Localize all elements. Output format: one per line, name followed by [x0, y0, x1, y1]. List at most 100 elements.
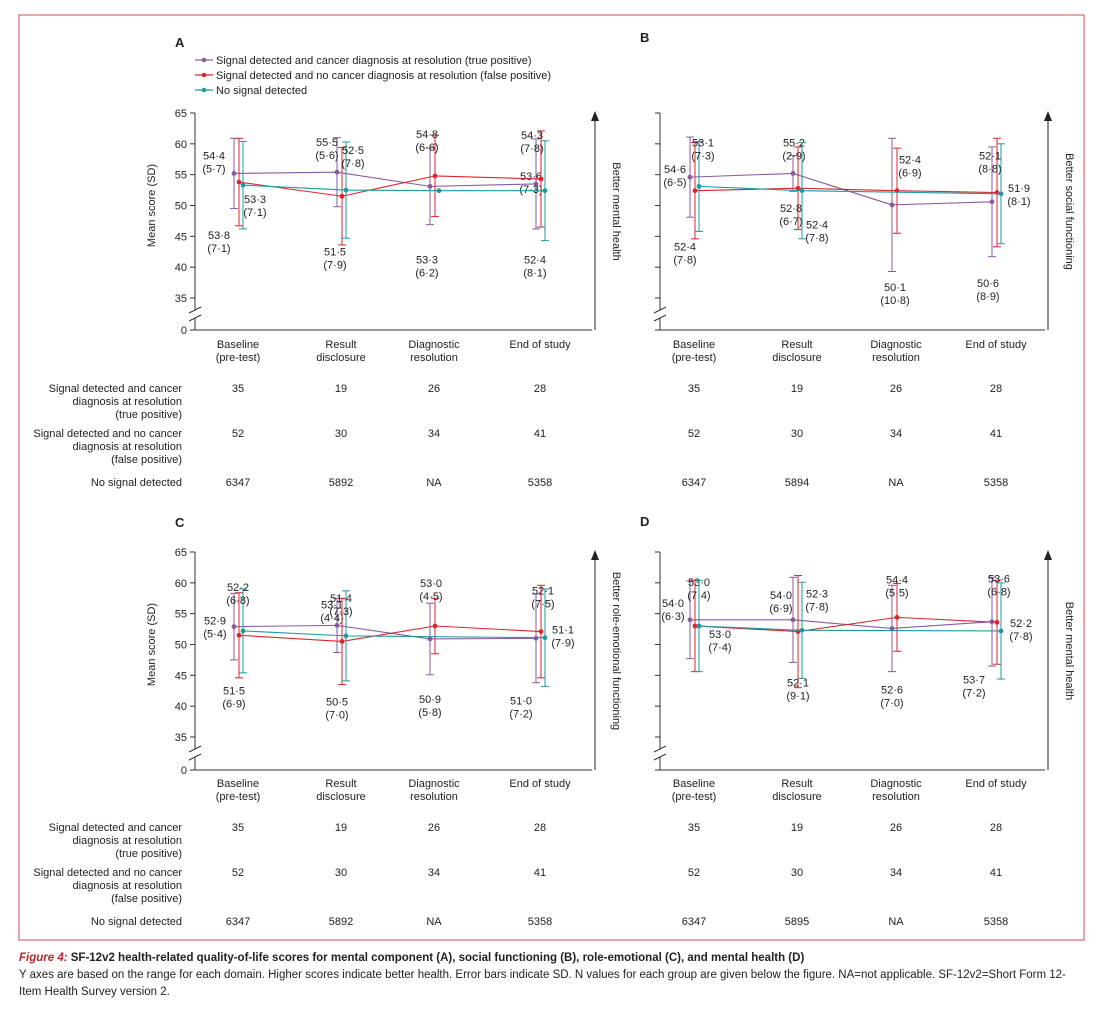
- data-point-ns: [240, 628, 246, 634]
- data-label-tp-line: 53·1: [321, 599, 343, 611]
- data-label-tp-line: (6·3): [661, 611, 684, 623]
- data-label-tp: 50·1 (10·8): [880, 282, 909, 307]
- data-label-tp: 52·6 (7·0): [880, 684, 903, 709]
- panel-A-letter: A: [175, 35, 185, 50]
- y-tick-label-line: 40: [175, 701, 187, 713]
- n-table-value-line: NA: [888, 477, 904, 489]
- y-tick-label-line: 60: [175, 139, 187, 151]
- n-table-value: 6347: [226, 916, 250, 928]
- n-table-value: 19: [335, 822, 347, 834]
- n-table-value-line: 41: [534, 428, 546, 440]
- y-tick-label-line: 50: [175, 640, 187, 652]
- data-label-fp-line: (6·6): [415, 142, 438, 154]
- n-table-value: 30: [791, 867, 803, 879]
- data-point-fp: [236, 179, 242, 185]
- data-label-tp-line: (6·2): [415, 267, 438, 279]
- data-label-fp: 54·3 (7·8): [520, 130, 543, 155]
- x-category-label: Result disclosure: [772, 778, 822, 803]
- data-label-tp: 50·6 (8·9): [976, 278, 999, 303]
- x-category-label-line: disclosure: [316, 352, 366, 364]
- x-category-label-line: End of study: [965, 339, 1027, 351]
- data-point-ns: [343, 187, 349, 193]
- n-table-value-line: 5892: [329, 916, 353, 928]
- legend-marker-fp: [201, 72, 207, 78]
- n-table-value-line: 35: [232, 383, 244, 395]
- n-table-value-line: 5358: [528, 916, 552, 928]
- axis-break-1: [188, 745, 202, 753]
- better-arrow-head: [1044, 111, 1052, 121]
- data-label-fp-line: (7·1): [207, 243, 230, 255]
- y-tick-label: 55: [175, 170, 187, 182]
- y-tick-label-line: 45: [175, 670, 187, 682]
- data-point-ns: [542, 635, 548, 641]
- n-table-value: 26: [890, 383, 902, 395]
- data-label-tp: 54·0 (6·3): [661, 598, 684, 623]
- n-table-value-line: 28: [990, 822, 1002, 834]
- y-tick-label-line: 55: [175, 170, 187, 182]
- legend-marker-ns: [201, 87, 207, 93]
- n-table-value-line: 19: [791, 822, 803, 834]
- legend: Signal detected and cancer diagnosis at …: [195, 55, 551, 97]
- caption-title: SF-12v2 health-related quality-of-life s…: [67, 952, 805, 964]
- data-label-tp-line: 54·4: [203, 150, 225, 162]
- x-category-label: Result disclosure: [316, 778, 366, 803]
- data-point-tp: [687, 617, 693, 623]
- panel-C-letter: C: [175, 515, 185, 530]
- series-line-tp: [690, 619, 993, 630]
- n-table-value-line: 26: [890, 383, 902, 395]
- y-tick-label-line: 35: [175, 293, 187, 305]
- n-table-value: 30: [335, 428, 347, 440]
- n-table-row-label: No signal detected: [91, 477, 182, 489]
- data-point-fp: [538, 629, 544, 634]
- better-arrow-label-line: Better role-emotional functioning: [610, 572, 622, 730]
- x-category-label-line: (pre-test): [672, 352, 717, 364]
- y-tick-label-line: 0: [181, 765, 187, 777]
- n-table-row-label-line: No signal detected: [91, 477, 182, 489]
- y-tick-label: 60: [175, 578, 187, 590]
- caption-figure-label: Figure 4:: [19, 952, 68, 964]
- y-axis-label: Mean score (SD): [146, 164, 158, 247]
- y-tick-label-line: 60: [175, 578, 187, 590]
- data-point-fp: [692, 623, 698, 629]
- n-table-value: 34: [890, 867, 902, 879]
- n-table-value: 35: [688, 822, 700, 834]
- n-table-value-line: 28: [534, 383, 546, 395]
- data-label-tp: 55·5 (5·6): [315, 137, 338, 162]
- x-category-label-line: Baseline: [673, 778, 715, 790]
- n-table-value: 5358: [984, 916, 1008, 928]
- data-label-fp-line: (5·5): [885, 587, 908, 599]
- x-category-label-line: resolution: [410, 791, 458, 803]
- data-point-tp: [687, 174, 693, 180]
- n-table-value: 6347: [682, 916, 706, 928]
- data-point-ns: [998, 628, 1004, 634]
- n-table-value: 35: [232, 822, 244, 834]
- data-label-tp-line: (7·2): [509, 708, 532, 720]
- n-table-value: 26: [428, 822, 440, 834]
- series-line-ns: [698, 185, 1002, 195]
- x-category-label: Result disclosure: [772, 339, 822, 364]
- panel-B-letter-line: B: [640, 30, 649, 45]
- data-label-fp-line: 52·4: [899, 155, 921, 167]
- data-label-fp-line: 50·5: [326, 696, 348, 708]
- data-label-tp-line: 55·5: [316, 137, 338, 149]
- data-label-fp-line: 54·8: [416, 129, 438, 141]
- n-table-value-line: 5358: [528, 477, 552, 489]
- x-category-label-line: (pre-test): [672, 791, 717, 803]
- panel-B-letter: B: [640, 30, 649, 45]
- data-label-fp-line: 52·1: [787, 678, 809, 690]
- data-point-tp: [889, 626, 895, 631]
- n-table-value-line: NA: [888, 916, 904, 928]
- axis-break-1: [188, 306, 202, 314]
- data-label-ns-line: 52·4: [524, 255, 546, 267]
- data-point-ns: [696, 623, 702, 629]
- series-line-fp: [694, 616, 998, 633]
- n-table-value-line: 35: [688, 822, 700, 834]
- better-arrow-label: Better social functioning: [1063, 153, 1075, 270]
- n-table-value-line: 34: [428, 428, 440, 440]
- data-point-fp: [339, 639, 345, 644]
- n-table-value: NA: [426, 916, 442, 928]
- n-table-row-label-line: (true positive): [115, 409, 182, 421]
- n-table-row-label: Signal detected and no cancer diagnosis a…: [33, 428, 182, 466]
- data-label-tp: 53·7 (7·2): [962, 675, 985, 700]
- n-table-value-line: 6347: [682, 477, 706, 489]
